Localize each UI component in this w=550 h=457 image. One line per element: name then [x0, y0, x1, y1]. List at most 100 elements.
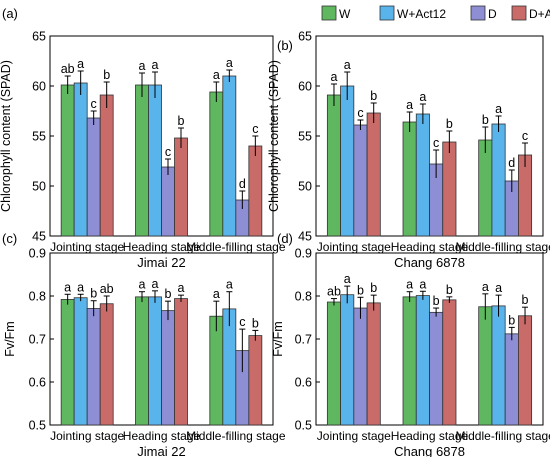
significance-letter: a	[344, 58, 351, 72]
significance-letter: a	[139, 278, 146, 292]
bar	[99, 94, 114, 237]
significance-letter: c	[522, 129, 528, 143]
significance-letter: a	[226, 278, 233, 292]
bar	[366, 112, 381, 237]
bar	[174, 137, 188, 237]
significance-letter: b	[252, 316, 259, 330]
significance-letter: c	[91, 97, 97, 111]
significance-letter: ab	[100, 282, 114, 296]
significance-letter: b	[508, 313, 515, 327]
significance-letter: c	[252, 122, 258, 136]
y-tick-label: 50	[298, 180, 312, 194]
legend-label: D+Act12	[529, 7, 550, 21]
chart-panel: 45 50 55 60 65 Chlorophyll content (SPAD) (a) a…	[0, 6, 286, 270]
bar	[86, 117, 101, 237]
x-tick-label: Middle-filling stage	[455, 429, 550, 443]
chart-panel: 45 50 55 60 65 Chlorophyll content (SPAD) (b) a…	[267, 30, 550, 271]
bar	[248, 335, 263, 426]
bar	[353, 124, 368, 237]
y-tick-label: 0.7	[29, 333, 46, 347]
bar	[174, 298, 188, 426]
y-tick-label: 0.9	[295, 247, 312, 261]
significance-letter: c	[165, 145, 171, 159]
x-tick-label: Heading stage	[391, 429, 469, 443]
x-tick-label: Middle-filling stage	[186, 240, 286, 254]
x-tick-label: Heading stage	[391, 240, 469, 254]
y-tick-label: 45	[32, 230, 46, 244]
x-tick-label: Jointing stage	[317, 240, 391, 254]
bar	[148, 84, 162, 237]
bar	[478, 139, 493, 237]
significance-letter: b	[446, 283, 453, 297]
y-tick-label: 0.7	[295, 333, 312, 347]
y-axis-label: Fv/Fm	[3, 321, 17, 356]
significance-letter: a	[226, 56, 233, 70]
significance-letter: b	[103, 68, 110, 82]
significance-letter: b	[178, 114, 185, 128]
x-tick-label: Middle-filling stage	[455, 240, 550, 254]
x-axis-label: Chang 6878	[394, 444, 465, 457]
bar	[491, 123, 506, 237]
bar	[402, 296, 417, 426]
significance-letter: b	[446, 117, 453, 131]
panel-label: (c)	[2, 231, 17, 246]
bar	[491, 305, 506, 426]
bar	[209, 91, 224, 237]
significance-letter: a	[77, 57, 84, 71]
significance-letter: a	[406, 278, 413, 292]
significance-letter: a	[419, 90, 426, 104]
x-axis-label: Jimai 22	[137, 255, 185, 270]
bar	[442, 299, 457, 426]
significance-letter: a	[419, 277, 426, 291]
bar	[73, 297, 88, 426]
y-tick-label: 60	[298, 80, 312, 94]
y-tick-label: 0.5	[29, 419, 46, 433]
bar	[518, 315, 533, 426]
bar	[518, 154, 533, 237]
bar	[135, 296, 149, 426]
significance-letter: a	[406, 98, 413, 112]
bar	[504, 333, 519, 426]
bar	[161, 310, 175, 426]
x-tick-label: Jointing stage	[50, 240, 124, 254]
panel-label: (d)	[277, 231, 293, 246]
y-tick-label: 0.6	[295, 376, 312, 390]
bar	[209, 315, 224, 426]
significance-letter: a	[344, 272, 351, 286]
significance-letter: b	[370, 89, 377, 103]
bar	[148, 296, 162, 426]
significance-letter: b	[370, 281, 377, 295]
x-tick-label: Middle-filling stage	[186, 429, 286, 443]
y-tick-label: 55	[298, 130, 312, 144]
legend: W W+Act12 D D+Act12	[321, 5, 550, 21]
bar	[340, 294, 355, 426]
bar	[248, 145, 263, 237]
bar	[73, 82, 88, 237]
bar	[161, 166, 175, 237]
bar	[442, 141, 457, 237]
significance-letter: c	[433, 136, 439, 150]
bar	[99, 303, 114, 426]
bar	[135, 84, 149, 237]
y-axis-label: Chlorophyll content (SPAD)	[267, 60, 281, 212]
bar	[478, 306, 493, 426]
x-tick-label: Heading stage	[123, 240, 201, 254]
bar	[340, 85, 355, 237]
significance-letter: ab	[327, 285, 341, 299]
significance-letter: b	[90, 287, 97, 301]
significance-letter: a	[213, 287, 220, 301]
bar	[415, 113, 430, 237]
legend-swatch	[379, 5, 395, 21]
y-tick-label: 0.8	[29, 290, 46, 304]
significance-letter: a	[152, 277, 159, 291]
bar	[60, 84, 75, 237]
panel-label: (a)	[2, 6, 18, 21]
significance-letter: a	[330, 70, 337, 84]
significance-letter: a	[495, 281, 502, 295]
y-tick-label: 65	[298, 30, 312, 44]
y-tick-label: 60	[32, 80, 46, 94]
x-tick-label: Jointing stage	[317, 429, 391, 443]
